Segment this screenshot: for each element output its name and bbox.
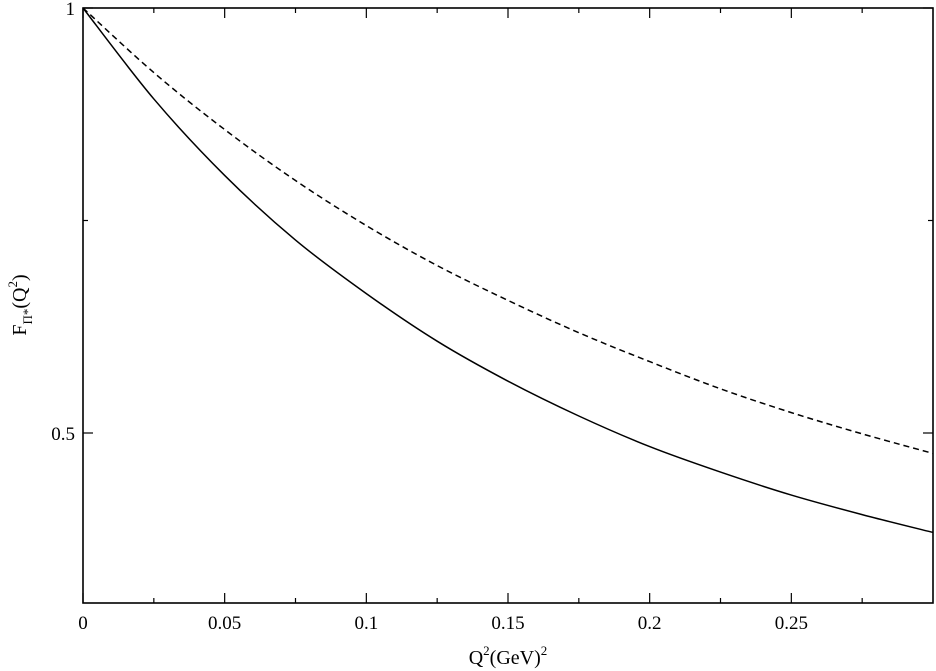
y-axis-title-sub: Π* [20, 309, 35, 325]
x-axis-title: Q2(GeV)2 [469, 643, 548, 669]
series-group [82, 7, 934, 534]
x-tick-label: 0.05 [208, 613, 241, 634]
x-tick-label: 0 [78, 613, 88, 634]
y-axis-title-base: F [9, 325, 31, 336]
x-tick-label: 0.2 [638, 613, 662, 634]
y-axis-title-sup: 2 [5, 281, 20, 288]
y-tick-label: 0.5 [51, 424, 75, 445]
x-axis-title-sup2: 2 [541, 643, 548, 658]
plot-frame [82, 7, 934, 604]
tick-labels: 0 0.05 0.1 0.15 0.2 0.25 0.5 1 [51, 0, 808, 634]
y-axis-title-close: ) [9, 274, 31, 281]
x-tick-label: 0.15 [491, 613, 524, 634]
y-axis-title: FΠ*(Q2) [5, 274, 35, 335]
x-axis-title-base: Q [469, 647, 484, 669]
solid-series-line [82, 7, 934, 534]
y-axis-title-open: (Q [9, 287, 31, 309]
y-tick-label: 1 [66, 0, 76, 20]
x-tick-label: 0.1 [354, 613, 378, 634]
x-axis-title-rest: (GeV) [490, 647, 541, 669]
dashed-series-line [82, 7, 934, 455]
axis-ticks [82, 7, 933, 603]
x-axis-title-sup: 2 [483, 643, 490, 658]
x-tick-label: 0.25 [775, 613, 808, 634]
